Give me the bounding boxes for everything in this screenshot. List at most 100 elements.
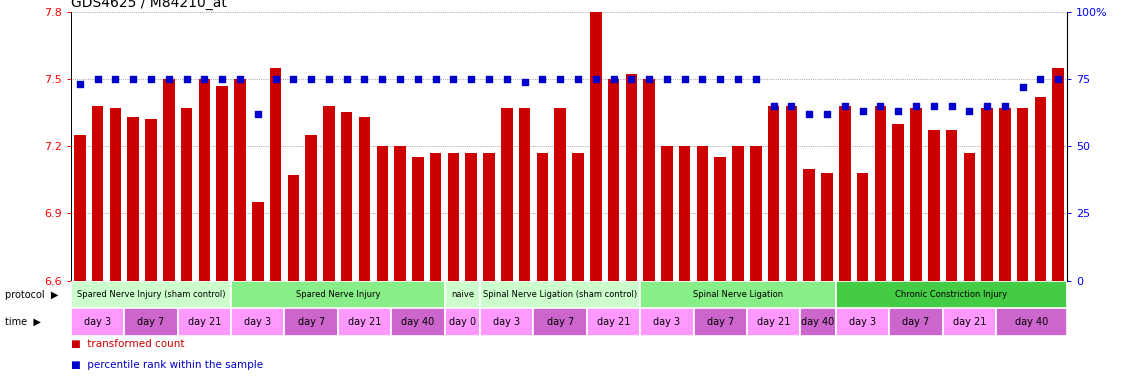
Bar bbox=[750, 146, 761, 281]
Point bbox=[142, 76, 160, 82]
Bar bbox=[323, 106, 334, 281]
Point bbox=[889, 108, 907, 114]
Point bbox=[1013, 84, 1032, 90]
Text: day 3: day 3 bbox=[244, 317, 271, 327]
Bar bbox=[394, 146, 405, 281]
Text: day 21: day 21 bbox=[953, 317, 986, 327]
Point bbox=[924, 103, 942, 109]
Bar bbox=[694, 308, 747, 336]
Bar bbox=[587, 308, 640, 336]
Point bbox=[426, 76, 444, 82]
Text: ■  percentile rank within the sample: ■ percentile rank within the sample bbox=[71, 360, 263, 370]
Point bbox=[390, 76, 409, 82]
Bar bbox=[502, 108, 513, 281]
Bar bbox=[996, 308, 1067, 336]
Point bbox=[836, 103, 854, 109]
Bar bbox=[177, 308, 231, 336]
Bar bbox=[768, 106, 780, 281]
Bar bbox=[839, 106, 851, 281]
Text: Chronic Constriction Injury: Chronic Constriction Injury bbox=[895, 290, 1008, 299]
Point bbox=[853, 108, 871, 114]
Point bbox=[676, 76, 694, 82]
Point bbox=[622, 76, 640, 82]
Bar bbox=[1017, 108, 1028, 281]
Point bbox=[907, 103, 925, 109]
Bar bbox=[231, 281, 444, 308]
Bar bbox=[640, 308, 694, 336]
Bar bbox=[892, 124, 903, 281]
Text: day 21: day 21 bbox=[348, 317, 381, 327]
Point bbox=[267, 76, 285, 82]
Point bbox=[196, 76, 214, 82]
Bar bbox=[875, 106, 886, 281]
Bar bbox=[643, 79, 655, 281]
Text: GDS4625 / M84210_at: GDS4625 / M84210_at bbox=[71, 0, 227, 10]
Text: day 21: day 21 bbox=[757, 317, 790, 327]
Point bbox=[605, 76, 623, 82]
Bar bbox=[519, 108, 530, 281]
Bar bbox=[198, 79, 211, 281]
Bar bbox=[71, 308, 125, 336]
Bar bbox=[92, 106, 103, 281]
Point bbox=[463, 76, 481, 82]
Point bbox=[1049, 76, 1067, 82]
Text: day 21: day 21 bbox=[597, 317, 630, 327]
Point bbox=[159, 76, 177, 82]
Point bbox=[480, 76, 498, 82]
Text: day 40: day 40 bbox=[802, 317, 835, 327]
Point bbox=[961, 108, 979, 114]
Bar bbox=[1035, 97, 1047, 281]
Bar bbox=[466, 153, 477, 281]
Bar bbox=[270, 68, 282, 281]
Point bbox=[124, 76, 142, 82]
Bar bbox=[942, 308, 996, 336]
Bar bbox=[145, 119, 157, 281]
Point bbox=[657, 76, 676, 82]
Text: protocol  ▶: protocol ▶ bbox=[5, 290, 58, 300]
Bar bbox=[125, 308, 177, 336]
Bar bbox=[836, 308, 890, 336]
Point bbox=[534, 76, 552, 82]
Bar bbox=[679, 146, 690, 281]
Bar bbox=[572, 153, 584, 281]
Bar bbox=[358, 117, 370, 281]
Text: day 40: day 40 bbox=[401, 317, 434, 327]
Bar bbox=[946, 131, 957, 281]
Point bbox=[515, 78, 534, 84]
Point bbox=[71, 81, 89, 87]
Text: day 3: day 3 bbox=[654, 317, 680, 327]
Bar bbox=[1052, 68, 1064, 281]
Bar bbox=[964, 153, 976, 281]
Bar bbox=[800, 308, 836, 336]
Bar bbox=[252, 202, 263, 281]
Text: day 7: day 7 bbox=[902, 317, 930, 327]
Point bbox=[338, 76, 356, 82]
Point bbox=[942, 103, 961, 109]
Text: day 7: day 7 bbox=[298, 317, 325, 327]
Text: day 21: day 21 bbox=[188, 317, 221, 327]
Text: day 7: day 7 bbox=[137, 317, 165, 327]
Point bbox=[586, 76, 605, 82]
Bar bbox=[163, 79, 174, 281]
Text: day 40: day 40 bbox=[1014, 317, 1048, 327]
Bar bbox=[110, 108, 121, 281]
Bar bbox=[284, 308, 338, 336]
Point bbox=[444, 76, 463, 82]
Bar bbox=[890, 308, 942, 336]
Bar bbox=[444, 281, 480, 308]
Point bbox=[800, 111, 819, 117]
Bar bbox=[429, 153, 442, 281]
Bar bbox=[856, 173, 868, 281]
Point bbox=[248, 111, 267, 117]
Text: ■  transformed count: ■ transformed count bbox=[71, 339, 184, 349]
Bar bbox=[338, 308, 392, 336]
Point bbox=[996, 103, 1014, 109]
Bar bbox=[785, 106, 797, 281]
Bar bbox=[608, 79, 619, 281]
Point bbox=[106, 76, 125, 82]
Text: day 7: day 7 bbox=[706, 317, 734, 327]
Bar bbox=[483, 153, 495, 281]
Text: Spared Nerve Injury (sham control): Spared Nerve Injury (sham control) bbox=[77, 290, 226, 299]
Bar bbox=[1000, 108, 1011, 281]
Bar bbox=[836, 281, 1067, 308]
